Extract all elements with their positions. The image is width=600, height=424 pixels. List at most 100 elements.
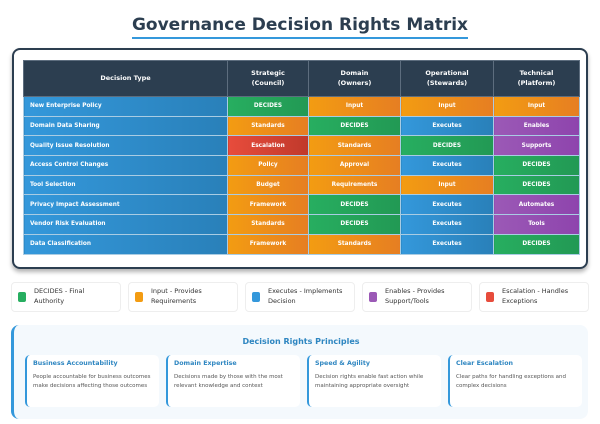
principles-title: Decision Rights Principles: [242, 337, 360, 346]
role-cell: Executes: [400, 194, 494, 216]
table-row: Domain Data Sharing Standards DECIDES Execu…: [23, 115, 580, 137]
legend-line: Escalation - Handles: [502, 287, 569, 296]
principle-title: Domain Expertise: [174, 360, 237, 367]
role-cell: DECIDES: [308, 115, 401, 137]
role-cell: Escalation: [227, 135, 309, 157]
legend-item: Input - Provides Requirements: [128, 282, 238, 312]
principle-card: Business Accountability People accountabl…: [25, 355, 159, 407]
legend-text: Input - Provides Requirements: [151, 287, 202, 307]
principle-card: Domain Expertise Decisions made by those …: [166, 355, 300, 407]
page-title: Governance Decision Rights Matrix: [0, 15, 600, 39]
role-cell: DECIDES: [308, 194, 401, 216]
role-cell: Input: [308, 96, 401, 117]
role-cell: Requirements: [308, 174, 401, 196]
decision-type-cell: Access Control Changes: [23, 155, 228, 176]
principles-panel: Decision Rights Principles Business Acco…: [11, 325, 588, 419]
role-cell: DECIDES: [493, 174, 580, 196]
header-subline: (Owners): [337, 78, 372, 87]
column-header: Strategic (Council): [227, 60, 309, 97]
role-cell: Approval: [308, 155, 401, 176]
decision-matrix: Decision Type Strategic (Council) Domain (Ow…: [23, 60, 580, 255]
title-text: Governance Decision Rights Matrix: [131, 15, 469, 39]
legend-item: DECIDES - Final Authority: [11, 282, 121, 312]
table-row: Vendor Risk Evaluation Standards DECIDES Ex…: [23, 214, 580, 235]
role-cell: Executes: [400, 155, 494, 176]
header-line: Decision Type: [100, 73, 151, 82]
table-row: Access Control Changes Policy Approval Exec…: [23, 155, 580, 176]
role-cell: Supports: [493, 135, 580, 157]
column-header: Domain (Owners): [308, 60, 401, 97]
principle-title: Speed & Agility: [315, 360, 370, 367]
principle-card: Speed & Agility Decision rights enable fa…: [307, 355, 441, 407]
table-row: Tool Selection Budget Requirements Input DEC…: [23, 174, 580, 196]
decision-type-cell: Data Classification: [23, 233, 228, 255]
principle-text: Decisions made by those with the most re…: [174, 374, 283, 389]
role-cell: Executes: [400, 214, 494, 235]
role-cell: DECIDES: [227, 96, 309, 117]
legend-line: Support/Tools: [385, 297, 429, 305]
legend-line: Input - Provides: [151, 287, 202, 296]
legend-text: Enables - Provides Support/Tools: [385, 287, 444, 307]
column-header: Technical (Platform): [493, 60, 580, 97]
legend-swatch: [18, 292, 26, 302]
role-cell: Standards: [227, 214, 309, 235]
header-line: Technical: [519, 68, 554, 77]
legend-text: Executes - Implements Decision: [268, 287, 342, 307]
role-cell: Policy: [227, 155, 309, 176]
principle-title: Clear Escalation: [456, 360, 514, 367]
decision-type-cell: Quality Issue Resolution: [23, 135, 228, 157]
legend-line: Exceptions: [502, 297, 538, 305]
role-cell: Standards: [227, 115, 309, 137]
legend-line: Requirements: [151, 297, 197, 305]
header-subline: (Council): [251, 78, 285, 87]
legend: DECIDES - Final Authority Input - Provides…: [11, 282, 589, 312]
role-cell: Framework: [227, 233, 309, 255]
column-header: Decision Type: [23, 60, 228, 97]
role-cell: Enables: [493, 115, 580, 137]
legend-item: Enables - Provides Support/Tools: [362, 282, 472, 312]
role-cell: Budget: [227, 174, 309, 196]
role-cell: DECIDES: [493, 155, 580, 176]
role-cell: Standards: [308, 233, 401, 255]
role-cell: Automates: [493, 194, 580, 216]
legend-item: Escalation - Handles Exceptions: [479, 282, 589, 312]
column-header: Operational (Stewards): [400, 60, 494, 97]
decision-type-cell: Tool Selection: [23, 174, 228, 196]
principle-card: Clear Escalation Clear paths for handling…: [448, 355, 582, 407]
role-cell: Input: [400, 96, 494, 117]
header-subline: (Platform): [517, 78, 556, 87]
header-line: Operational: [425, 68, 469, 77]
role-cell: Framework: [227, 194, 309, 216]
role-cell: Standards: [308, 135, 401, 157]
role-cell: Executes: [400, 115, 494, 137]
decision-type-cell: Privacy Impact Assessment: [23, 194, 228, 216]
header-subline: (Stewards): [426, 78, 468, 87]
legend-line: Decision: [268, 297, 296, 305]
legend-swatch: [486, 292, 494, 302]
legend-swatch: [252, 292, 260, 302]
principle-text: People accountable for business outcomes…: [33, 374, 151, 389]
legend-line: Enables - Provides: [385, 287, 445, 296]
legend-swatch: [135, 292, 143, 302]
table-row: New Enterprise Policy DECIDES Input Input In…: [23, 96, 580, 117]
role-cell: Input: [493, 96, 580, 117]
legend-swatch: [369, 292, 377, 302]
role-cell: DECIDES: [308, 214, 401, 235]
decision-type-cell: Domain Data Sharing: [23, 115, 228, 137]
legend-line: Executes - Implements: [268, 287, 343, 296]
header-row: Decision Type Strategic (Council) Domain (Ow…: [23, 60, 580, 97]
principle-text: Clear paths for handling exceptions and …: [456, 374, 567, 389]
principle-text: Decision rights enable fast action while…: [315, 374, 424, 389]
legend-text: DECIDES - Final Authority: [34, 287, 84, 307]
table-row: Privacy Impact Assessment Framework DECIDE…: [23, 194, 580, 216]
role-cell: Tools: [493, 214, 580, 235]
legend-text: Escalation - Handles Exceptions: [502, 287, 568, 307]
matrix-card: Decision Type Strategic (Council) Domain (Ow…: [12, 48, 588, 269]
role-cell: Input: [400, 174, 494, 196]
legend-line: Authority: [34, 297, 65, 305]
principle-title: Business Accountability: [33, 360, 118, 367]
role-cell: Executes: [400, 233, 494, 255]
decision-type-cell: Vendor Risk Evaluation: [23, 214, 228, 235]
role-cell: DECIDES: [493, 233, 580, 255]
table-row: Data Classification Framework Standards Exe…: [23, 233, 580, 255]
